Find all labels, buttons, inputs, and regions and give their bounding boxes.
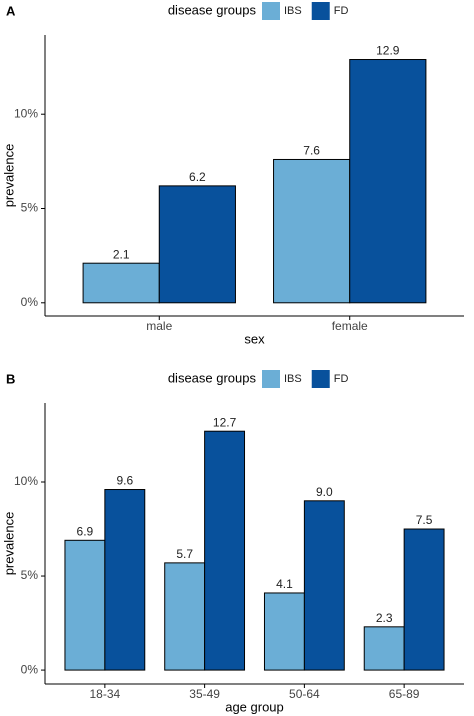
- bar: [204, 430, 246, 671]
- legend-title: disease groups: [168, 2, 257, 17]
- data-label: 9.6: [116, 474, 133, 488]
- data-label: 4.1: [276, 577, 293, 591]
- y-tick-label: 5%: [21, 568, 39, 582]
- data-label: 2.1: [113, 247, 130, 261]
- data-label: 5.7: [176, 547, 193, 561]
- bar: [164, 562, 206, 671]
- legend-title: disease groups: [168, 370, 257, 385]
- x-tick-label: 65-89: [389, 687, 420, 701]
- data-label: 6.9: [77, 524, 94, 538]
- legend-label: FD: [334, 5, 349, 17]
- x-axis-title: age group: [225, 699, 284, 714]
- bar: [82, 262, 160, 304]
- y-axis-title: prevalence: [1, 144, 16, 208]
- legend-swatch: [311, 370, 330, 388]
- bar: [273, 158, 351, 304]
- bar: [64, 539, 106, 671]
- x-tick-label: male: [146, 319, 172, 333]
- x-tick-label: 18-34: [90, 687, 121, 701]
- data-label: 12.9: [376, 44, 400, 58]
- bar: [403, 528, 445, 671]
- data-label: 2.3: [376, 611, 393, 625]
- bar: [303, 500, 345, 671]
- y-tick-label: 10%: [14, 106, 38, 120]
- bar: [158, 185, 236, 304]
- legend-swatch: [262, 2, 280, 20]
- data-label: 6.2: [189, 170, 206, 184]
- legend-label: IBS: [284, 373, 302, 385]
- y-tick-label: 0%: [21, 662, 39, 676]
- data-label: 9.0: [316, 485, 333, 499]
- legend-label: IBS: [284, 5, 302, 17]
- y-tick-label: 0%: [21, 295, 39, 309]
- bar: [263, 592, 305, 671]
- data-label: 7.5: [416, 513, 433, 527]
- legend-swatch: [262, 370, 280, 388]
- bar: [349, 59, 427, 304]
- y-axis-title: prevalence: [1, 512, 16, 576]
- x-axis-title: sex: [244, 331, 265, 346]
- x-tick-label: female: [332, 319, 368, 333]
- bar: [104, 489, 146, 671]
- data-label: 12.7: [213, 415, 237, 429]
- y-tick-label: 5%: [21, 201, 39, 215]
- legend-label: FD: [334, 373, 349, 385]
- panel-label: B: [6, 371, 15, 386]
- x-tick-label: 50-64: [289, 687, 320, 701]
- legend-swatch: [311, 2, 330, 20]
- data-label: 7.6: [303, 144, 320, 158]
- bar: [363, 626, 405, 671]
- y-tick-label: 10%: [14, 474, 38, 488]
- panel-label: A: [6, 3, 16, 18]
- x-tick-label: 35-49: [189, 687, 220, 701]
